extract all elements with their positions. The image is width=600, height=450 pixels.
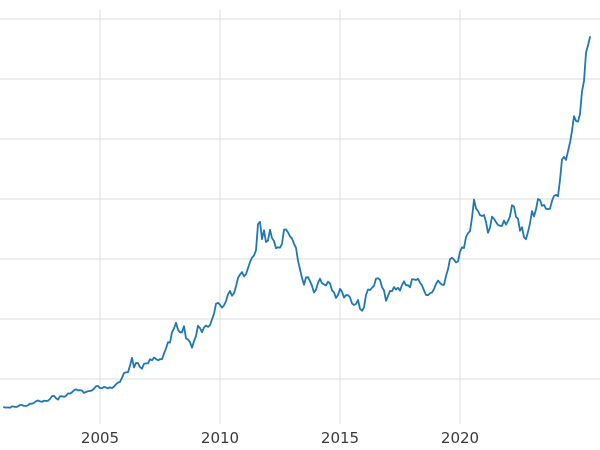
x-tick-label-2015: 2015 [320,429,360,447]
x-tick-label-2020: 2020 [440,429,480,447]
price-series-line [3,36,591,409]
x-tick-label-2010: 2010 [200,429,240,447]
x-tick-label-2005: 2005 [80,429,120,447]
